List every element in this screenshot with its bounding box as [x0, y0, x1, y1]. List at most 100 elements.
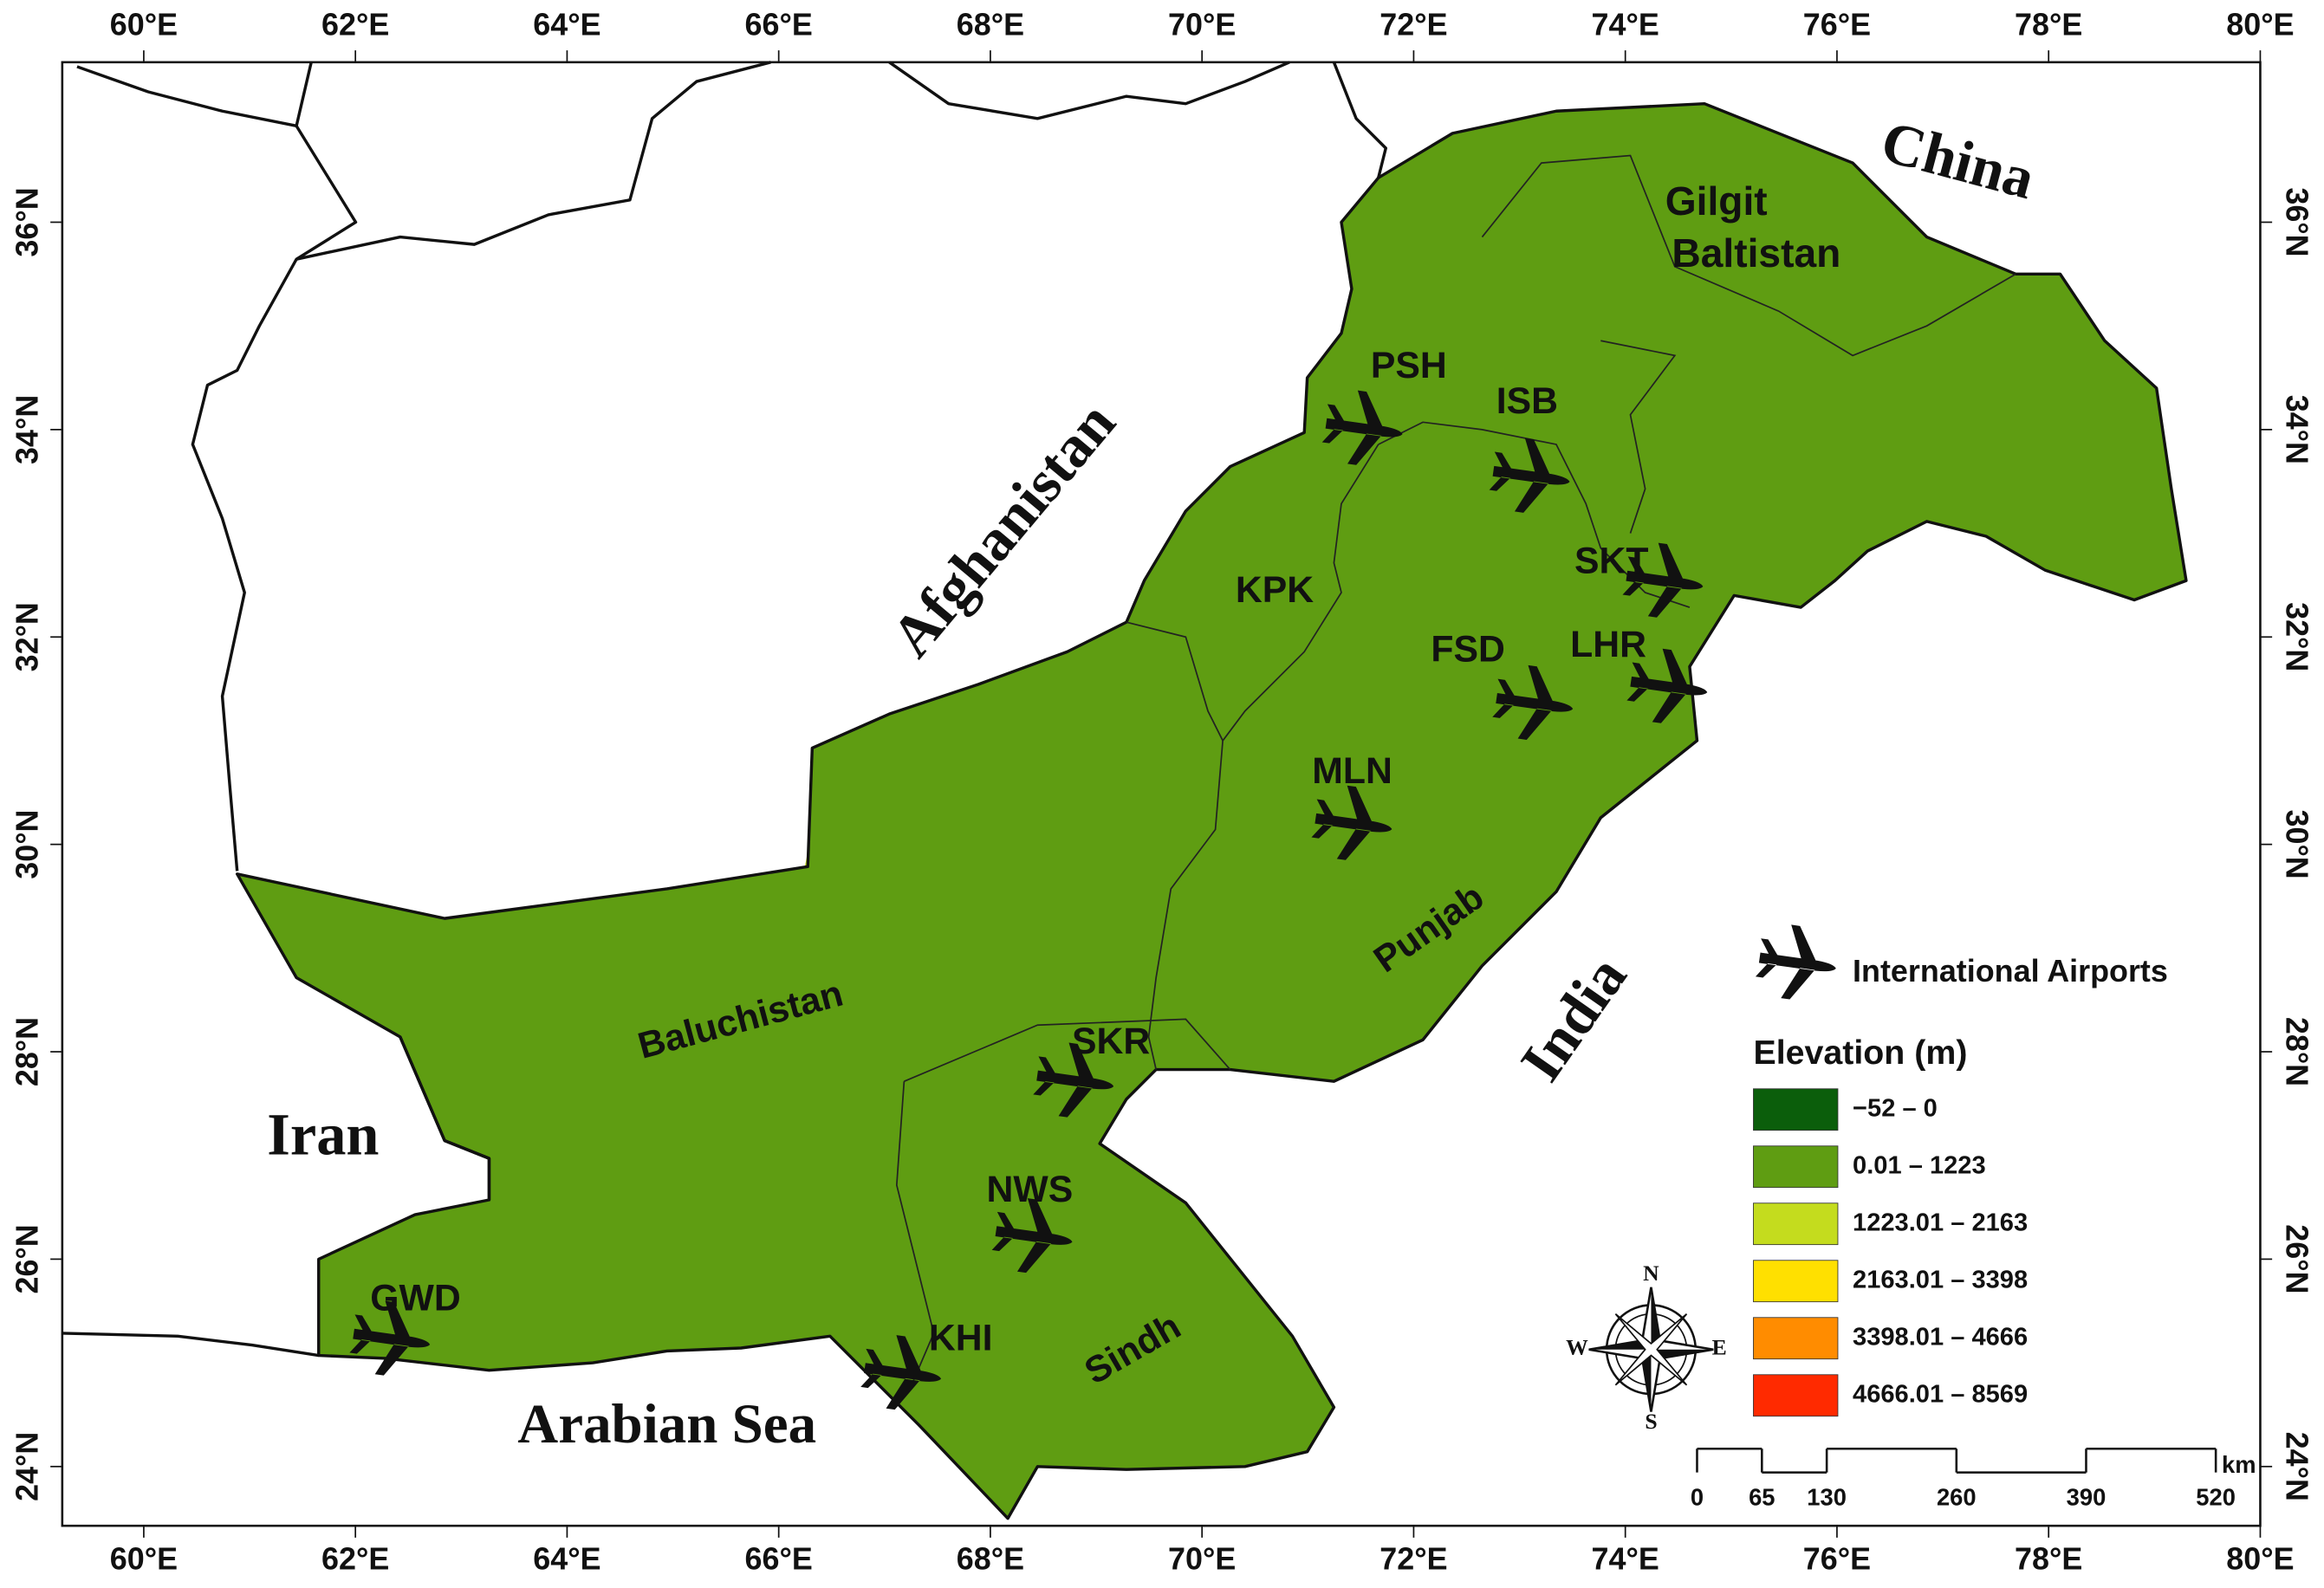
- border-line: [295, 62, 313, 126]
- place-label: Arabian Sea: [517, 1393, 816, 1455]
- lat-label: 30°N: [2279, 810, 2314, 879]
- border-line: [1147, 444, 1379, 1070]
- border-line: [399, 1036, 491, 1201]
- airport-code: MLN: [1312, 750, 1392, 792]
- lon-label: 66°E: [745, 1541, 813, 1577]
- airport-marker: [860, 1335, 942, 1410]
- airport-code: NWS: [986, 1169, 1073, 1210]
- airport-marker: [1492, 664, 1574, 740]
- border-line: [904, 1018, 1231, 1083]
- lat-label: 36°N: [10, 187, 45, 256]
- border-line: [1332, 62, 1387, 178]
- airport-code: KHI: [929, 1318, 993, 1359]
- border-line: [895, 1081, 935, 1386]
- legend-label: 3398.01 – 4666: [1853, 1323, 2028, 1351]
- map-frame: [61, 61, 2262, 1527]
- lat-label: 28°N: [10, 1017, 45, 1086]
- place-label: Baltistan: [1672, 230, 1840, 275]
- province-borders: [895, 154, 2016, 1386]
- lon-label: 70°E: [1168, 6, 1236, 42]
- legend-swatch: [1753, 1088, 1839, 1131]
- compass-star: [1588, 1287, 1714, 1412]
- compass-star: [1614, 1313, 1688, 1386]
- airport-code: SKT: [1574, 540, 1649, 581]
- legend-swatch: [1753, 1317, 1839, 1360]
- lon-label: 68°E: [957, 1541, 1024, 1577]
- legend-swatch: [1753, 1202, 1839, 1246]
- legend-swatch: [1753, 1374, 1839, 1417]
- airport-code: ISB: [1496, 380, 1558, 422]
- lon-label: 66°E: [745, 6, 813, 42]
- lon-label: 60°E: [110, 6, 178, 42]
- lat-label: 32°N: [10, 602, 45, 671]
- airport-code: SKR: [1072, 1021, 1150, 1062]
- airport-marker: [1622, 542, 1704, 618]
- legend-airport-label: International Airports: [1853, 953, 2168, 988]
- lat-label: 28°N: [2279, 1017, 2314, 1086]
- border-line: [1600, 340, 1677, 534]
- airport-marker: [1489, 438, 1570, 513]
- airport-marker: [1033, 1042, 1114, 1118]
- lon-label: 74°E: [1592, 6, 1659, 42]
- airport-marker: [349, 1300, 431, 1376]
- lon-label: 70°E: [1168, 1541, 1236, 1577]
- lat-label: 36°N: [2279, 187, 2314, 256]
- neighbour-borders: [62, 61, 1387, 1358]
- scale-label: 0: [1691, 1484, 1704, 1511]
- legend-label: 2163.01 – 3398: [1853, 1266, 2028, 1293]
- border-line: [1481, 154, 2016, 357]
- lon-label: 62°E: [321, 6, 389, 42]
- airport-marker: [1626, 648, 1708, 723]
- lon-label: 80°E: [2226, 6, 2294, 42]
- place-label: Iran: [267, 1101, 379, 1167]
- lon-label: 68°E: [957, 6, 1024, 42]
- lon-label: 72°E: [1379, 1541, 1447, 1577]
- lon-label: 76°E: [1803, 1541, 1871, 1577]
- airport-code: GWD: [370, 1277, 461, 1319]
- legend-airport-icon: [1755, 924, 1836, 1000]
- airport-code: FSD: [1431, 628, 1505, 670]
- lat-label: 30°N: [10, 810, 45, 879]
- iran-coast: [62, 1332, 320, 1358]
- legend-swatch: [1753, 1145, 1839, 1189]
- lon-label: 80°E: [2226, 1541, 2294, 1577]
- legend-swatch: [1753, 1260, 1839, 1303]
- lon-label: 62°E: [321, 1541, 389, 1577]
- compass-letter: E: [1712, 1335, 1727, 1360]
- compass-letter: S: [1645, 1409, 1657, 1434]
- lon-label: 76°E: [1803, 6, 1871, 42]
- lat-label: 34°N: [10, 395, 45, 464]
- lon-label: 72°E: [1379, 6, 1447, 42]
- scale-label: 65: [1749, 1484, 1775, 1511]
- airport-marker: [1321, 390, 1403, 465]
- scale-label: 130: [1807, 1484, 1847, 1511]
- legend-label: 1223.01 – 2163: [1853, 1209, 2028, 1236]
- airport-code: PSH: [1371, 345, 1447, 386]
- lon-label: 74°E: [1592, 1541, 1659, 1577]
- scale-unit: km: [2222, 1451, 2256, 1478]
- place-label: Gilgit: [1665, 178, 1768, 224]
- border-line: [1126, 621, 1224, 742]
- scale-label: 260: [1937, 1484, 1977, 1511]
- lon-label: 64°E: [533, 1541, 600, 1577]
- scale-label: 520: [2196, 1484, 2236, 1511]
- airport-marker: [1311, 785, 1392, 860]
- lat-label: 26°N: [10, 1224, 45, 1293]
- legend-label: −52 – 0: [1853, 1094, 1938, 1122]
- legend-label: 0.01 – 1223: [1853, 1151, 1986, 1179]
- lon-label: 78°E: [2015, 6, 2082, 42]
- afghanistan-north-border: [888, 61, 1290, 120]
- scale-label: 390: [2067, 1484, 2107, 1511]
- lat-label: 34°N: [2279, 395, 2314, 464]
- lon-label: 60°E: [110, 1541, 178, 1577]
- airport-marker: [991, 1198, 1073, 1274]
- lon-label: 64°E: [533, 6, 600, 42]
- place-label: KPK: [1236, 569, 1314, 611]
- airport-code: LHR: [1570, 624, 1646, 665]
- iran-afghanistan-border: [76, 65, 358, 872]
- lat-label: 24°N: [10, 1432, 45, 1501]
- lat-label: 32°N: [2279, 602, 2314, 671]
- compass-letter: W: [1566, 1335, 1588, 1360]
